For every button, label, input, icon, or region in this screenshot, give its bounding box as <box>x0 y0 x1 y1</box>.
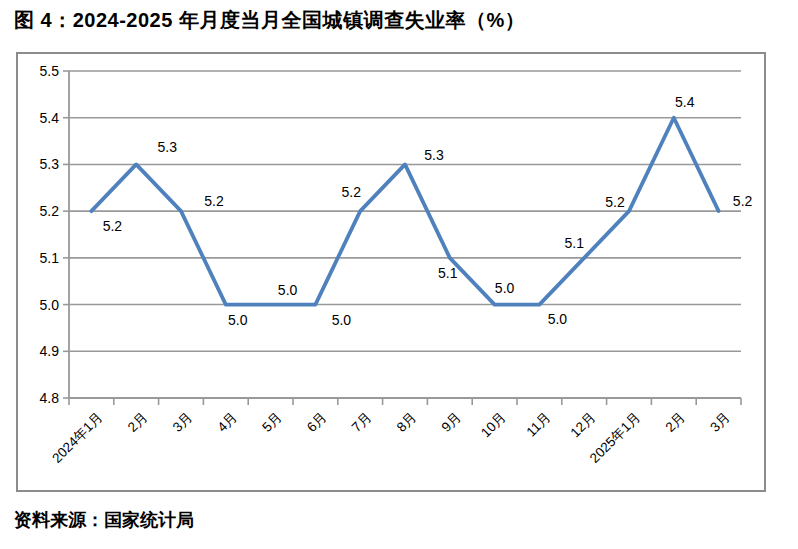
x-axis-label: 10月 <box>478 410 509 441</box>
x-axis-label: 9月 <box>438 410 463 435</box>
data-label: 5.2 <box>103 218 123 234</box>
data-label: 5.0 <box>278 282 298 298</box>
data-label: 5.1 <box>438 265 458 281</box>
data-label: 5.2 <box>204 193 224 209</box>
data-label: 5.1 <box>564 235 584 251</box>
data-label: 5.3 <box>157 139 177 155</box>
chart-container: 5.5 5.4 5.3 5.2 5.1 5.0 4.9 4.8 2024年1月 2月 3月 4月 5月 6… <box>16 52 766 492</box>
y-axis-label: 5.1 <box>40 250 60 266</box>
data-label: 5.2 <box>341 184 361 200</box>
y-axis-label: 5.3 <box>40 156 60 172</box>
data-label: 5.2 <box>733 193 753 209</box>
data-label: 5.4 <box>675 94 695 110</box>
x-axis-label: 5月 <box>259 410 284 435</box>
line-chart: 5.5 5.4 5.3 5.2 5.1 5.0 4.9 4.8 2024年1月 2月 3月 4月 5月 6… <box>18 54 764 490</box>
x-axis-label: 12月 <box>568 410 599 441</box>
data-label: 5.0 <box>548 311 568 327</box>
x-axis-label: 4月 <box>214 410 239 435</box>
x-axis-label: 8月 <box>394 410 419 435</box>
x-axis-label: 6月 <box>304 410 329 435</box>
data-label: 5.0 <box>332 312 352 328</box>
y-axis-label: 5.4 <box>40 110 60 126</box>
x-axis-label: 2月 <box>662 410 687 435</box>
source-note: 资料来源：国家统计局 <box>14 508 194 532</box>
y-axis-label: 4.9 <box>40 343 60 359</box>
x-axis-label: 2月 <box>125 410 150 435</box>
x-axis-label: 3月 <box>170 410 195 435</box>
data-label: 5.3 <box>424 147 444 163</box>
chart-title: 图 4：2024-2025 年月度当月全国城镇调查失业率（%） <box>14 7 525 34</box>
x-axis-label: 7月 <box>349 410 374 435</box>
y-axis-label: 4.8 <box>40 390 60 406</box>
x-axis-label: 11月 <box>523 410 553 440</box>
data-label: 5.2 <box>605 194 625 210</box>
y-axis-label: 5.5 <box>40 63 60 79</box>
y-axis-label: 5.2 <box>40 203 60 219</box>
data-label: 5.0 <box>228 312 248 328</box>
data-label: 5.0 <box>495 280 515 296</box>
x-axis-label: 2024年1月 <box>49 410 105 466</box>
y-axis-label: 5.0 <box>40 297 60 313</box>
x-axis-label: 3月 <box>707 410 732 435</box>
page: 图 4：2024-2025 年月度当月全国城镇调查失业率（%） 5.55.45.… <box>0 0 798 549</box>
